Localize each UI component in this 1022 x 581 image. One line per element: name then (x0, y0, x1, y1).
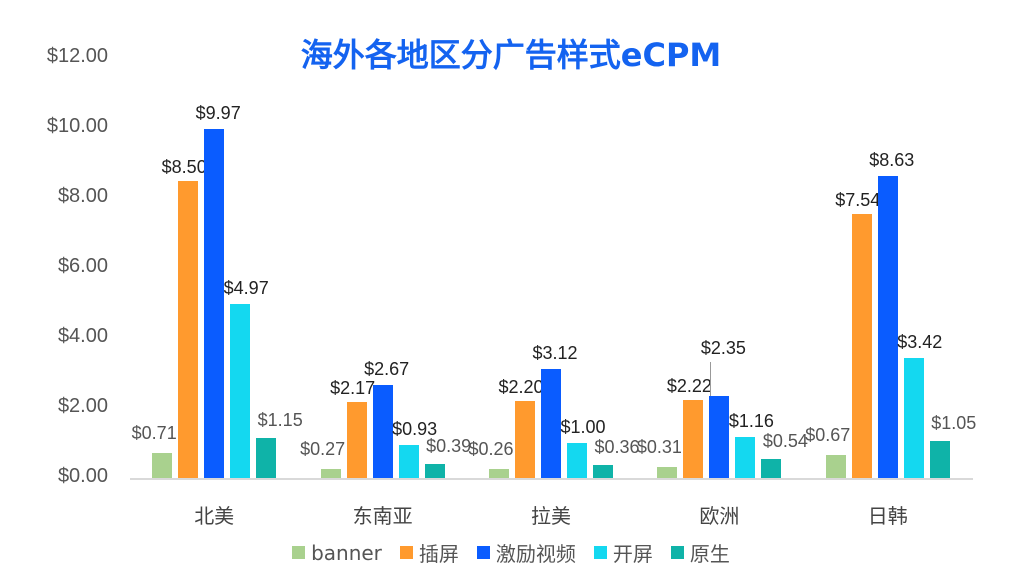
chart-title: 海外各地区分广告样式eCPM (300, 36, 722, 74)
bar (657, 467, 678, 478)
data-label: $1.05 (931, 413, 977, 434)
x-tick-label: 拉美 (531, 504, 571, 528)
data-label: $2.35 (700, 337, 746, 358)
bar (398, 445, 419, 478)
x-axis-line (130, 478, 973, 480)
data-label: $2.17 (330, 378, 376, 399)
legend-item: 插屏 (399, 538, 459, 567)
legend-swatch-icon (670, 546, 684, 559)
data-label: $0.39 (426, 436, 472, 457)
legend-swatch-icon (476, 546, 490, 559)
data-label: $3.12 (532, 342, 578, 363)
bar (903, 358, 924, 478)
data-label: $1.00 (560, 417, 606, 437)
bar (761, 459, 782, 478)
bar (152, 453, 173, 478)
x-tick-label: 北美 (194, 504, 235, 528)
y-tick-label: $12.00 (46, 45, 108, 67)
data-label: $0.71 (131, 423, 177, 444)
data-label: $2.20 (498, 377, 544, 397)
legend-swatch-icon (399, 546, 413, 559)
y-tick-label: $10.00 (46, 115, 108, 137)
data-label: $8.63 (869, 149, 915, 170)
x-tick-label: 日韩 (867, 504, 908, 528)
legend-label: 开屏 (612, 542, 653, 566)
bar (735, 437, 756, 478)
data-label: $0.36 (594, 437, 640, 458)
y-tick-label: $4.00 (57, 325, 108, 347)
bar (851, 214, 872, 478)
bar (567, 443, 587, 478)
legend-label: 插屏 (418, 542, 459, 566)
bar (929, 441, 950, 478)
bar (709, 395, 730, 478)
bar (320, 468, 341, 478)
bar (256, 437, 277, 478)
legend-label: banner (311, 540, 382, 565)
data-label: $1.16 (728, 411, 774, 432)
data-label: $8.50 (161, 156, 207, 177)
data-label: $0.26 (468, 438, 514, 459)
bar (372, 384, 393, 478)
data-label: $0.31 (636, 437, 682, 458)
bar (204, 129, 225, 478)
legend-item: 开屏 (593, 538, 653, 567)
y-tick-label: $2.00 (57, 395, 108, 417)
data-label: $0.54 (762, 431, 808, 452)
bar (230, 304, 251, 478)
legend-item: banner (292, 538, 382, 567)
bar (825, 454, 846, 478)
x-tick-label: 欧洲 (699, 504, 740, 528)
bar (683, 400, 704, 478)
legend: banner 插屏 激励视频 开屏 原生 (0, 538, 1022, 567)
data-label: $3.42 (897, 332, 943, 353)
legend-label: 激励视频 (495, 542, 576, 566)
data-label: $0.27 (300, 438, 346, 459)
bar (541, 368, 561, 478)
data-label: $2.22 (666, 376, 712, 397)
bar (178, 180, 199, 478)
data-label: $9.97 (195, 103, 241, 124)
legend-swatch-icon (292, 546, 306, 559)
label-leader-line (710, 361, 712, 396)
legend-item: 激励视频 (476, 538, 576, 567)
data-label: $0.67 (805, 424, 851, 445)
legend-item: 原生 (670, 538, 730, 567)
bar (424, 464, 445, 478)
bar (489, 468, 509, 478)
y-tick-label: $6.00 (57, 255, 108, 277)
data-label: $0.93 (392, 419, 438, 440)
y-tick-label: $8.00 (57, 185, 108, 207)
bar (515, 401, 535, 478)
bar (877, 175, 898, 478)
data-label: $1.15 (257, 409, 303, 430)
y-tick-label: $0.00 (57, 465, 108, 487)
bar (346, 402, 367, 478)
data-label: $4.97 (223, 278, 269, 299)
legend-label: 原生 (689, 542, 730, 566)
bar (593, 465, 613, 478)
data-label: $2.67 (364, 358, 410, 379)
data-label: $7.54 (835, 190, 881, 211)
x-tick-label: 东南亚 (352, 504, 413, 528)
legend-swatch-icon (593, 546, 607, 559)
